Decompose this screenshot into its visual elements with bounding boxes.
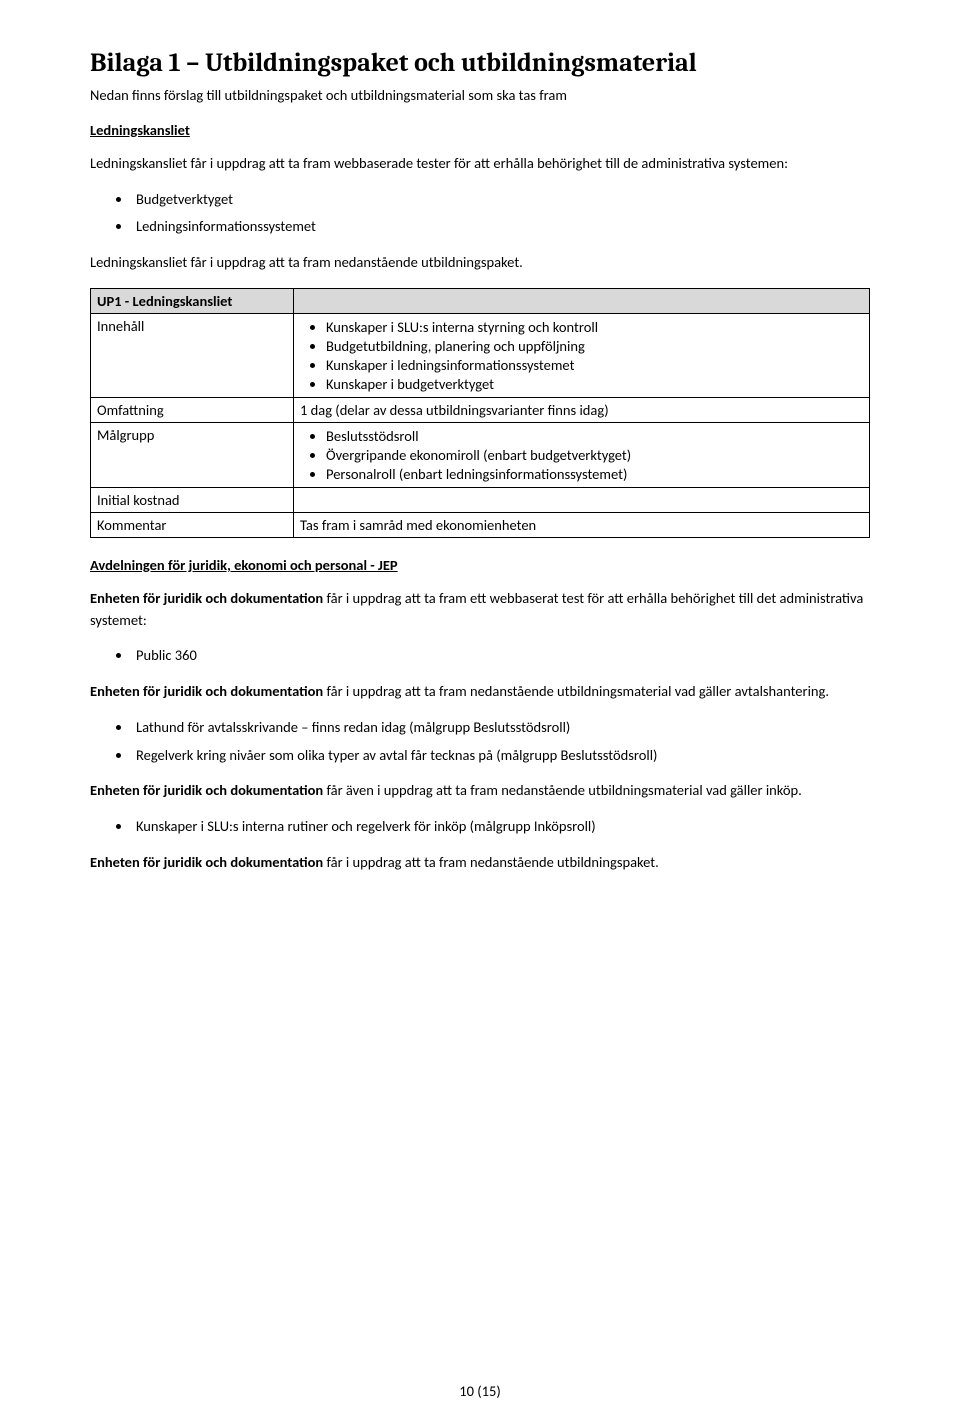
section2-p3-rest: får även i uppdrag att ta fram nedanståe…	[323, 781, 802, 799]
list-item: Personalroll (enbart ledningsinformation…	[326, 465, 863, 483]
up1-omfattning-label: Omfattning	[91, 397, 294, 422]
up1-kommentar-label: Kommentar	[91, 512, 294, 537]
section1-bullet-list-1: Budgetverktyget Ledningsinformationssyst…	[90, 189, 870, 239]
section1-p2: Ledningskansliet får i uppdrag att ta fr…	[90, 252, 870, 274]
section2-p2: Enheten för juridik och dokumentation få…	[90, 681, 870, 703]
list-item: Kunskaper i SLU:s interna styrning och k…	[326, 318, 863, 336]
section2-p4-bold: Enheten för juridik och dokumentation	[90, 853, 323, 871]
section2-bullet-list-2: Lathund för avtalsskrivande – finns reda…	[90, 717, 870, 767]
list-item: Public 360	[132, 645, 870, 667]
up1-malgrupp-value: Beslutsstödsroll Övergripande ekonomirol…	[294, 422, 870, 487]
section2-bullet-list-3: Kunskaper i SLU:s interna rutiner och re…	[90, 816, 870, 838]
list-item: Regelverk kring nivåer som olika typer a…	[132, 745, 870, 767]
section2-p1: Enheten för juridik och dokumentation få…	[90, 588, 870, 632]
section-heading-jep: Avdelningen för juridik, ekonomi och per…	[90, 556, 870, 574]
up1-kommentar-value: Tas fram i samråd med ekonomienheten	[294, 512, 870, 537]
section2-p4-rest: får i uppdrag att ta fram nedanstående u…	[323, 853, 659, 871]
section2-p1-bold: Enheten för juridik och dokumentation	[90, 589, 323, 607]
list-item: Beslutsstödsroll	[326, 427, 863, 445]
page-title: Bilaga 1 – Utbildningspaket och utbildni…	[90, 48, 870, 79]
list-item: Lathund för avtalsskrivande – finns reda…	[132, 717, 870, 739]
up1-innehall-value: Kunskaper i SLU:s interna styrning och k…	[294, 313, 870, 397]
section2-p3: Enheten för juridik och dokumentation få…	[90, 780, 870, 802]
section2-bullet-list-1: Public 360	[90, 645, 870, 667]
up1-header-empty	[294, 288, 870, 313]
list-item: Kunskaper i SLU:s interna rutiner och re…	[132, 816, 870, 838]
list-item: Budgetutbildning, planering och uppföljn…	[326, 337, 863, 355]
intro-paragraph: Nedan finns förslag till utbildningspake…	[90, 85, 870, 107]
list-item: Kunskaper i ledningsinformationssystemet	[326, 356, 863, 374]
list-item: Ledningsinformationssystemet	[132, 216, 870, 238]
list-item: Övergripande ekonomiroll (enbart budgetv…	[326, 446, 863, 464]
section2-p2-bold: Enheten för juridik och dokumentation	[90, 682, 323, 700]
up1-table: UP1 - Ledningskansliet Innehåll Kunskape…	[90, 288, 870, 538]
up1-initial-label: Initial kostnad	[91, 487, 294, 512]
up1-omfattning-value: 1 dag (delar av dessa utbildningsvariant…	[294, 397, 870, 422]
up1-initial-value	[294, 487, 870, 512]
section2-p3-bold: Enheten för juridik och dokumentation	[90, 781, 323, 799]
section1-p1: Ledningskansliet får i uppdrag att ta fr…	[90, 153, 870, 175]
up1-header: UP1 - Ledningskansliet	[91, 288, 294, 313]
list-item: Kunskaper i budgetverktyget	[326, 375, 863, 393]
section-heading-ledningskansliet: Ledningskansliet	[90, 121, 870, 139]
up1-malgrupp-label: Målgrupp	[91, 422, 294, 487]
up1-innehall-label: Innehåll	[91, 313, 294, 397]
page: Bilaga 1 – Utbildningspaket och utbildni…	[0, 0, 960, 1428]
section2-p2-rest: får i uppdrag att ta fram nedanstående u…	[323, 682, 829, 700]
page-footer: 10 (15)	[0, 1382, 960, 1400]
section2-p4: Enheten för juridik och dokumentation få…	[90, 852, 870, 874]
list-item: Budgetverktyget	[132, 189, 870, 211]
